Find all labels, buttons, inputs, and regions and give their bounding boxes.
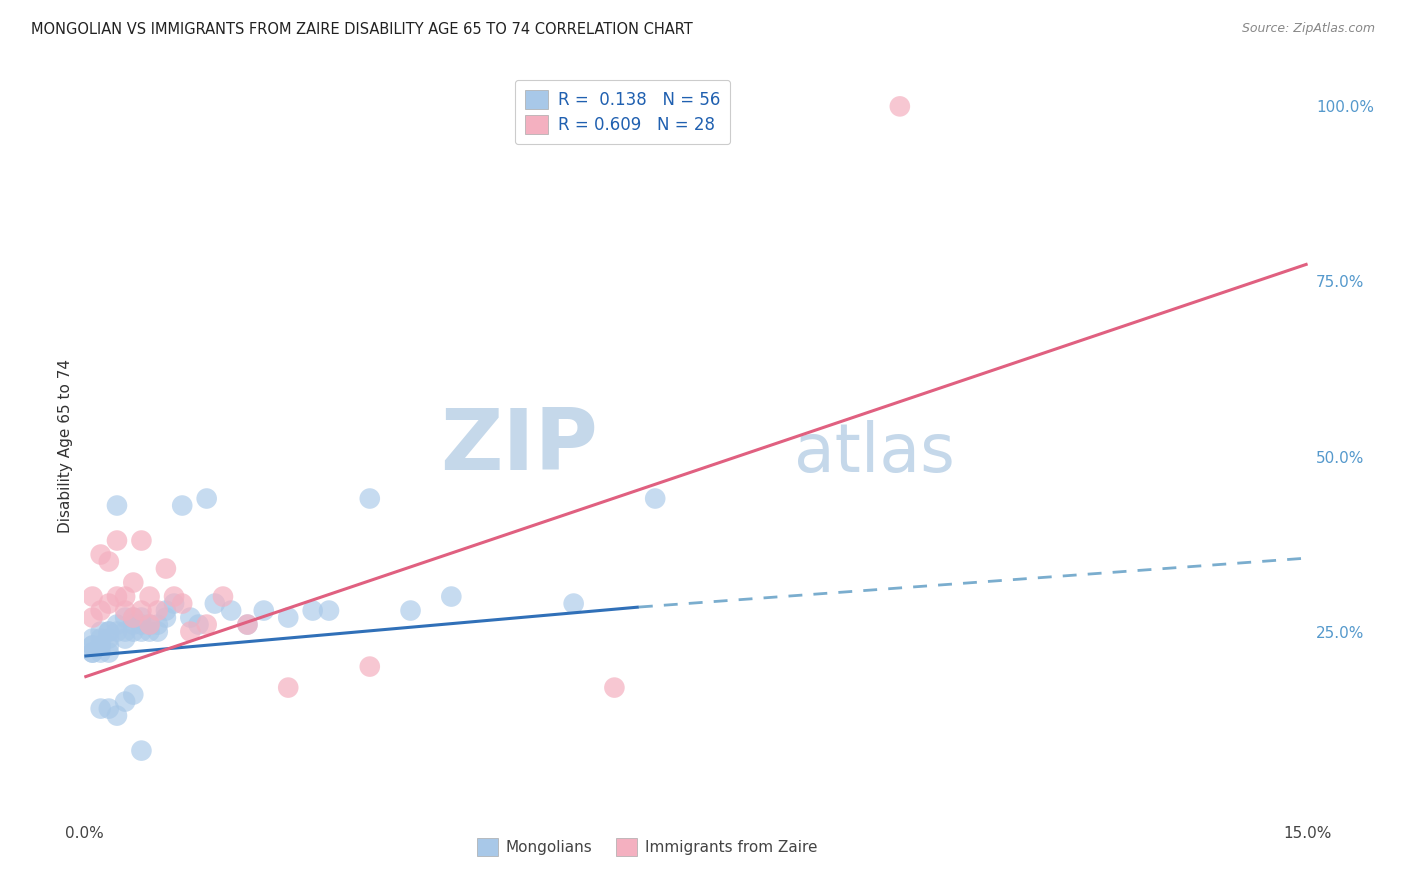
Y-axis label: Disability Age 65 to 74: Disability Age 65 to 74 (58, 359, 73, 533)
Point (90, 632, 112, 646)
Point (146, 624, 169, 639)
Point (131, 603, 153, 617)
Point (82, 646, 104, 660)
Point (97, 639, 120, 653)
Point (90, 646, 112, 660)
Point (122, 575, 145, 590)
Point (219, 603, 242, 617)
Point (90, 701, 112, 715)
Point (359, 659, 381, 673)
Point (114, 603, 136, 617)
Point (179, 610, 201, 624)
Point (277, 610, 299, 624)
Point (138, 617, 160, 632)
Point (105, 533, 128, 548)
Point (114, 624, 136, 639)
Point (122, 617, 145, 632)
Point (82, 646, 104, 660)
Point (204, 597, 226, 611)
Point (122, 610, 145, 624)
Point (172, 597, 194, 611)
Point (97, 646, 120, 660)
Point (97, 624, 120, 639)
Point (155, 561, 177, 575)
Point (105, 708, 128, 723)
Point (131, 743, 153, 757)
Point (114, 632, 136, 646)
Point (82, 590, 104, 604)
Text: atlas: atlas (794, 420, 955, 486)
Point (97, 555, 120, 569)
Point (889, 99, 911, 113)
Point (236, 617, 259, 632)
Point (440, 590, 463, 604)
Point (212, 590, 235, 604)
Point (105, 617, 128, 632)
Point (359, 491, 381, 506)
Point (195, 617, 218, 632)
Point (179, 624, 201, 639)
Point (155, 610, 177, 624)
Point (105, 499, 128, 513)
Point (253, 603, 276, 617)
Point (90, 639, 112, 653)
Text: Source: ZipAtlas.com: Source: ZipAtlas.com (1241, 22, 1375, 36)
Point (97, 624, 120, 639)
Point (163, 597, 186, 611)
Point (122, 688, 145, 702)
Point (82, 610, 104, 624)
Point (82, 639, 104, 653)
Legend: Mongolians, Immigrants from Zaire: Mongolians, Immigrants from Zaire (471, 832, 824, 862)
Point (131, 617, 153, 632)
Point (82, 639, 104, 653)
Point (277, 681, 299, 695)
Text: MONGOLIAN VS IMMIGRANTS FROM ZAIRE DISABILITY AGE 65 TO 74 CORRELATION CHART: MONGOLIAN VS IMMIGRANTS FROM ZAIRE DISAB… (31, 22, 693, 37)
Point (122, 624, 145, 639)
Point (301, 603, 323, 617)
Point (146, 617, 169, 632)
Point (195, 491, 218, 506)
Point (97, 632, 120, 646)
Text: ZIP: ZIP (440, 404, 598, 488)
Point (236, 617, 259, 632)
Point (97, 597, 120, 611)
Point (114, 610, 136, 624)
Point (138, 624, 160, 639)
Point (603, 681, 626, 695)
Point (644, 491, 666, 506)
Point (163, 590, 186, 604)
Point (90, 639, 112, 653)
Point (90, 603, 112, 617)
Point (138, 617, 160, 632)
Point (138, 590, 160, 604)
Point (155, 603, 177, 617)
Point (146, 603, 169, 617)
Point (114, 590, 136, 604)
Point (131, 610, 153, 624)
Point (562, 597, 585, 611)
Point (90, 624, 112, 639)
Point (131, 533, 153, 548)
Point (399, 603, 422, 617)
Point (105, 590, 128, 604)
Point (114, 695, 136, 709)
Point (122, 610, 145, 624)
Point (172, 499, 194, 513)
Point (105, 624, 128, 639)
Point (90, 548, 112, 562)
Point (131, 624, 153, 639)
Point (82, 632, 104, 646)
Point (187, 617, 209, 632)
Point (97, 701, 120, 715)
Point (318, 603, 340, 617)
